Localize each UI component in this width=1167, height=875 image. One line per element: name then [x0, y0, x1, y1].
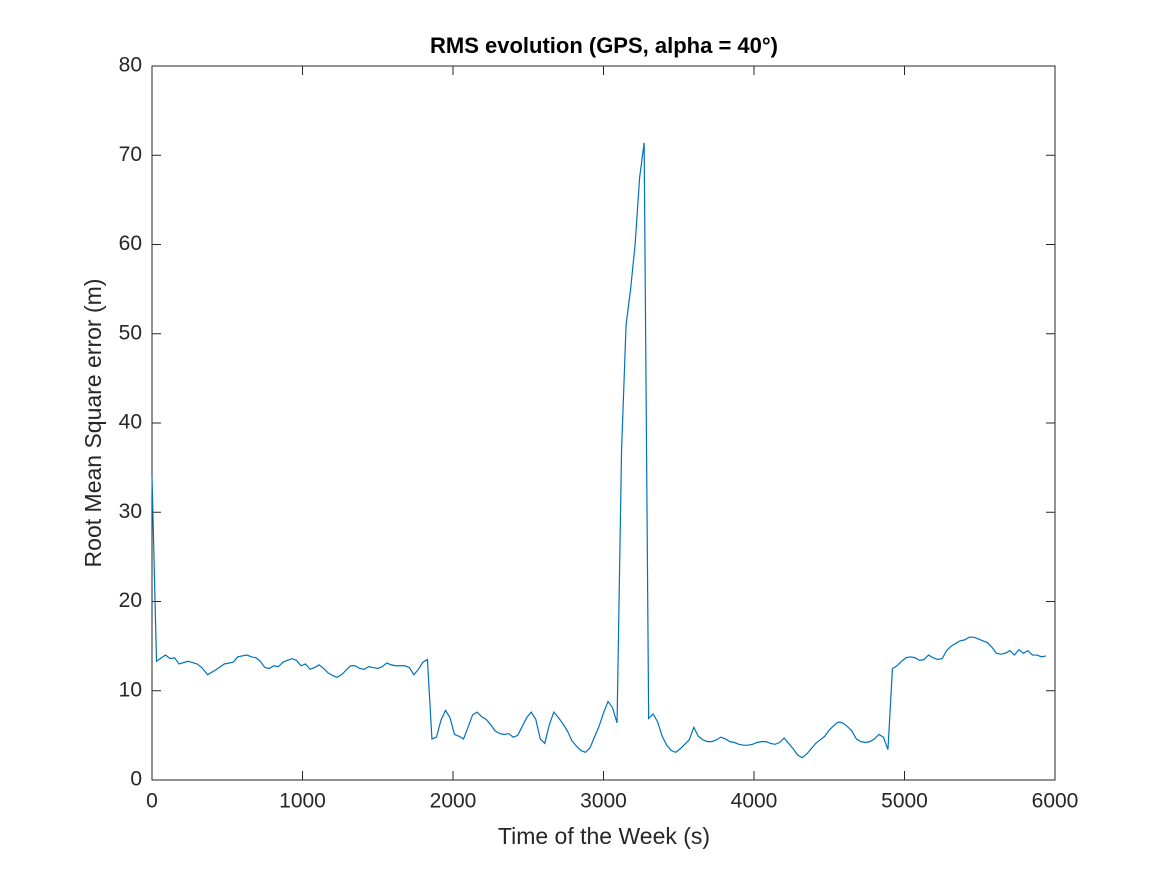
y-tick-label: 70 — [119, 143, 142, 166]
plot-area — [151, 65, 1056, 781]
x-axis-label: Time of the Week (s) — [498, 823, 710, 849]
x-tick-label: 5000 — [881, 790, 928, 813]
y-tick-label: 50 — [119, 321, 142, 344]
y-tick-label: 60 — [119, 232, 142, 255]
data-line — [151, 142, 1047, 759]
x-tick-label: 6000 — [1032, 790, 1079, 813]
x-tick-label: 1000 — [279, 790, 326, 813]
y-tick-label: 0 — [130, 768, 142, 791]
chart-title: RMS evolution (GPS, alpha = 40°) — [430, 33, 778, 58]
x-tick-label: 0 — [146, 790, 158, 813]
y-tick-label: 10 — [119, 678, 142, 701]
x-tick-label: 2000 — [430, 790, 477, 813]
y-tick-label: 40 — [119, 411, 142, 434]
y-tick-label: 30 — [119, 500, 142, 523]
y-tick-label: 20 — [119, 589, 142, 612]
y-tick-label: 80 — [119, 54, 142, 77]
x-tick-label: 4000 — [731, 790, 778, 813]
x-tick-label: 3000 — [580, 790, 627, 813]
y-axis-label: Root Mean Square error (m) — [80, 279, 106, 568]
